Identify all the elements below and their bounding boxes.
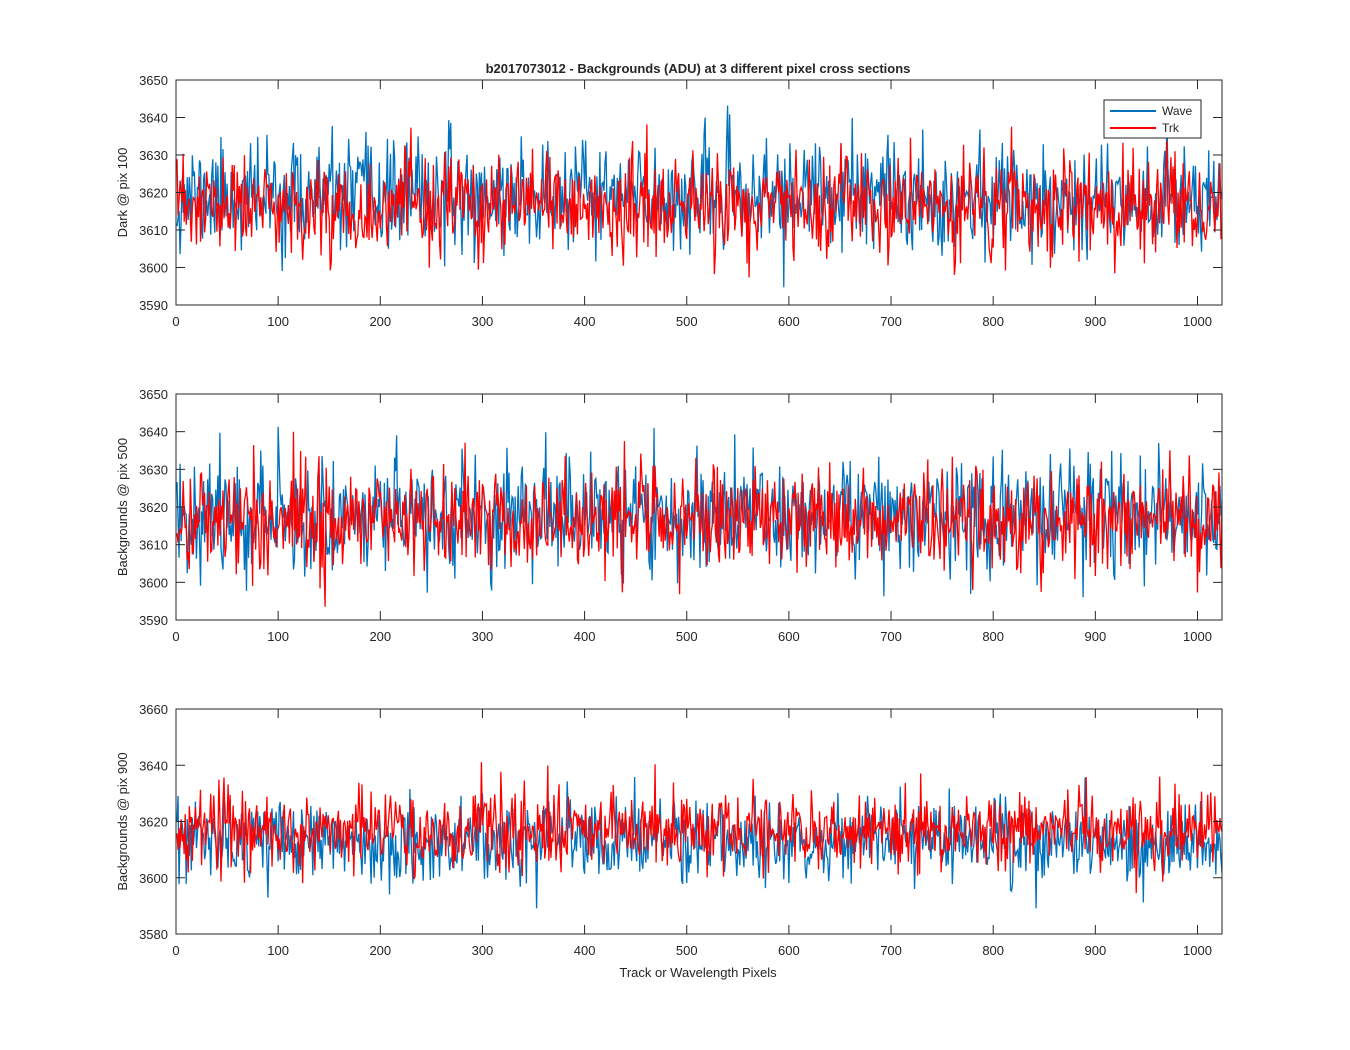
x-tick-label: 300 (472, 943, 494, 958)
y-tick-label: 3610 (139, 538, 168, 553)
y-tick-label: 3630 (139, 462, 168, 477)
x-tick-label: 700 (880, 629, 902, 644)
x-tick-label: 400 (574, 629, 596, 644)
y-tick-label: 3590 (139, 613, 168, 628)
x-tick-label: 100 (267, 314, 289, 329)
x-tick-label: 800 (982, 314, 1004, 329)
x-tick-label: 1000 (1183, 314, 1212, 329)
legend: Wave Trk (1103, 99, 1202, 139)
x-tick-label: 100 (267, 629, 289, 644)
x-tick-label: 100 (267, 943, 289, 958)
y-axis-label: Backgrounds @ pix 900 (115, 752, 130, 890)
x-tick-label: 900 (1084, 629, 1106, 644)
y-tick-label: 3600 (139, 575, 168, 590)
x-tick-label: 400 (574, 943, 596, 958)
x-tick-label: 900 (1084, 943, 1106, 958)
x-tick-label: 600 (778, 943, 800, 958)
y-tick-label: 3660 (139, 702, 168, 717)
y-tick-label: 3620 (139, 815, 168, 830)
y-axis-label: Dark @ pix 100 (115, 148, 130, 238)
x-tick-label: 500 (676, 629, 698, 644)
x-tick-label: 900 (1084, 314, 1106, 329)
panel-backgrounds-pix-500: 0 100 200 300 400 500 600 700 800 900 1000 3590 3600… (115, 387, 1223, 644)
x-tick-label: 200 (369, 629, 391, 644)
x-tick-label: 0 (172, 629, 179, 644)
y-tick-label: 3600 (139, 261, 168, 276)
x-tick-label: 800 (982, 943, 1004, 958)
x-axis-label: Track or Wavelength Pixels (619, 965, 777, 980)
y-tick-label: 3650 (139, 387, 168, 402)
x-tick-label: 300 (472, 629, 494, 644)
x-tick-label: 700 (880, 314, 902, 329)
x-tick-label: 1000 (1183, 629, 1212, 644)
x-tick-label: 800 (982, 629, 1004, 644)
x-tick-label: 500 (676, 314, 698, 329)
x-tick-label: 600 (778, 629, 800, 644)
series-line-trk (176, 762, 1222, 894)
y-tick-label: 3620 (139, 500, 168, 515)
y-tick-label: 3640 (139, 425, 168, 440)
y-tick-label: 3620 (139, 186, 168, 201)
x-tick-label: 200 (369, 943, 391, 958)
x-tick-label: 1000 (1183, 943, 1212, 958)
legend-label-trk: Trk (1162, 121, 1180, 135)
y-tick-label: 3580 (139, 927, 168, 942)
series-line-trk (176, 124, 1222, 278)
legend-label-wave: Wave (1162, 104, 1193, 118)
x-tick-label: 600 (778, 314, 800, 329)
legend-box (1103, 99, 1202, 139)
y-tick-label: 3640 (139, 111, 168, 126)
y-tick-label: 3640 (139, 758, 168, 773)
y-axis-label: Backgrounds @ pix 500 (115, 438, 130, 576)
x-tick-label: 500 (676, 943, 698, 958)
x-tick-label: 0 (172, 314, 179, 329)
y-tick-label: 3650 (139, 73, 168, 88)
panel-backgrounds-pix-900: 0 100 200 300 400 500 600 700 800 900 1000 3580 3600… (115, 702, 1223, 958)
x-tick-label: 700 (880, 943, 902, 958)
panel-dark-pix-100: 0 100 200 300 400 500 600 700 800 900 1000 3590 3600… (115, 73, 1223, 329)
x-tick-label: 300 (472, 314, 494, 329)
y-tick-label: 3630 (139, 148, 168, 163)
y-tick-label: 3600 (139, 871, 168, 886)
y-tick-label: 3610 (139, 223, 168, 238)
x-tick-label: 400 (574, 314, 596, 329)
chart-title: b2017073012 - Backgrounds (ADU) at 3 dif… (486, 61, 911, 76)
series-line-trk (176, 431, 1222, 607)
y-tick-label: 3590 (139, 298, 168, 313)
x-tick-label: 200 (369, 314, 391, 329)
x-tick-label: 0 (172, 943, 179, 958)
